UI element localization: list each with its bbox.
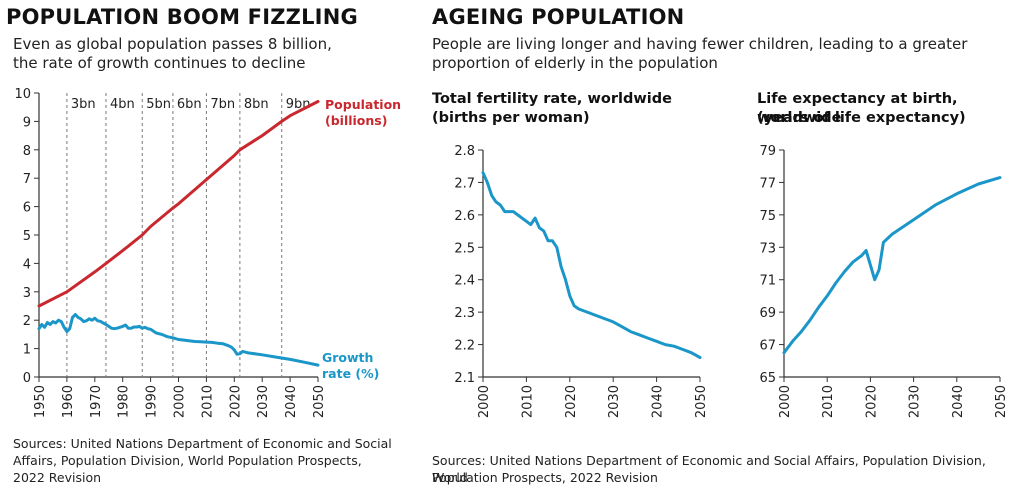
y-tick-label: 75 — [759, 209, 776, 224]
right-source-line2: Population Prospects, 2022 Revision — [432, 470, 658, 485]
series-line — [37, 313, 320, 367]
y-tick-label: 4 — [23, 257, 31, 272]
y-tick-label: 1 — [23, 343, 31, 358]
y-tick-label: 2.2 — [454, 339, 475, 354]
left-chart-title: POPULATION BOOM FIZZLING — [6, 5, 358, 29]
x-tick-label: 2020 — [864, 385, 879, 418]
y-tick-label: 77 — [759, 176, 776, 191]
left-chart-subtitle-line1: Even as global population passes 8 billi… — [13, 35, 332, 53]
series-line — [782, 176, 1002, 355]
y-tick-label: 8 — [23, 144, 31, 159]
x-tick-label: 2050 — [312, 385, 327, 418]
y-tick-label: 10 — [14, 87, 31, 102]
series-line — [37, 100, 320, 308]
x-tick-label: 2050 — [694, 385, 709, 418]
milestone-label: 3bn — [71, 97, 96, 112]
y-tick-label: 2.4 — [454, 274, 475, 289]
x-tick-label: 2020 — [228, 385, 243, 418]
milestone-label: 6bn — [177, 97, 202, 112]
series-label: Growth — [322, 350, 373, 365]
x-tick-label: 1960 — [61, 385, 76, 418]
series-line — [481, 171, 702, 359]
x-tick-label: 2000 — [477, 385, 492, 418]
series-label: (billions) — [325, 113, 387, 128]
x-tick-label: 2040 — [284, 385, 299, 418]
series-label: Population — [325, 97, 401, 112]
y-tick-label: 67 — [759, 339, 776, 354]
x-tick-label: 2000 — [778, 385, 793, 418]
y-tick-label: 69 — [759, 306, 776, 321]
left-source-line3: 2022 Revision — [13, 470, 102, 485]
y-tick-label: 2.1 — [454, 371, 475, 386]
y-tick-label: 6 — [23, 201, 31, 216]
x-tick-label: 1990 — [145, 385, 160, 418]
y-tick-label: 2.8 — [454, 144, 475, 159]
life-expectancy-chart-title: Life expectancy at birth, worldwide — [757, 91, 958, 126]
x-tick-label: 2010 — [200, 385, 215, 418]
right-chart-subtitle-line1: People are living longer and having fewe… — [432, 35, 968, 53]
x-tick-label: 2030 — [256, 385, 271, 418]
right-chart-title: AGEING POPULATION — [432, 5, 685, 29]
x-tick-label: 2040 — [951, 385, 966, 418]
y-tick-label: 2.7 — [454, 176, 475, 191]
y-tick-label: 71 — [759, 274, 776, 289]
y-tick-label: 79 — [759, 144, 776, 159]
x-tick-label: 2030 — [607, 385, 622, 418]
fertility-chart-title: Total fertility rate, worldwide — [432, 91, 672, 107]
fertility-chart-title-line2: (births per woman) — [432, 110, 590, 126]
milestone-label: 5bn — [146, 97, 171, 112]
right-source-line1: Sources: United Nations Department of Ec… — [432, 453, 986, 485]
x-tick-label: 2030 — [908, 385, 923, 418]
milestone-label: 4bn — [110, 97, 135, 112]
x-tick-label: 1980 — [117, 385, 132, 418]
y-tick-label: 2 — [23, 314, 31, 329]
milestone-label: 8bn — [244, 97, 269, 112]
y-tick-label: 65 — [759, 371, 776, 386]
left-source-line1: Sources: United Nations Department of Ec… — [13, 436, 392, 451]
y-tick-label: 9 — [23, 115, 31, 130]
y-tick-label: 2.3 — [454, 306, 475, 321]
y-tick-label: 0 — [23, 371, 31, 386]
y-tick-label: 73 — [759, 241, 776, 256]
x-tick-label: 2000 — [173, 385, 188, 418]
x-tick-label: 2010 — [821, 385, 836, 418]
y-tick-label: 2.6 — [454, 209, 475, 224]
x-tick-label: 2040 — [651, 385, 666, 418]
milestone-label: 7bn — [210, 97, 235, 112]
series-label: rate (%) — [322, 366, 379, 381]
left-chart-subtitle-line2: the rate of growth continues to decline — [13, 54, 306, 72]
x-tick-label: 2050 — [994, 385, 1009, 418]
life-expectancy-chart-title-line2: (years of life expectancy) — [757, 110, 966, 126]
y-tick-label: 2.5 — [454, 241, 475, 256]
y-tick-label: 7 — [23, 172, 31, 187]
y-tick-label: 3 — [23, 286, 31, 301]
x-tick-label: 1970 — [89, 385, 104, 418]
y-tick-label: 5 — [23, 229, 31, 244]
left-source-line2: Affairs, Population Division, World Popu… — [13, 453, 362, 468]
right-chart-subtitle-line2: proportion of elderly in the population — [432, 54, 718, 72]
x-tick-label: 2010 — [520, 385, 535, 418]
x-tick-label: 2020 — [564, 385, 579, 418]
x-tick-label: 1950 — [33, 385, 48, 418]
